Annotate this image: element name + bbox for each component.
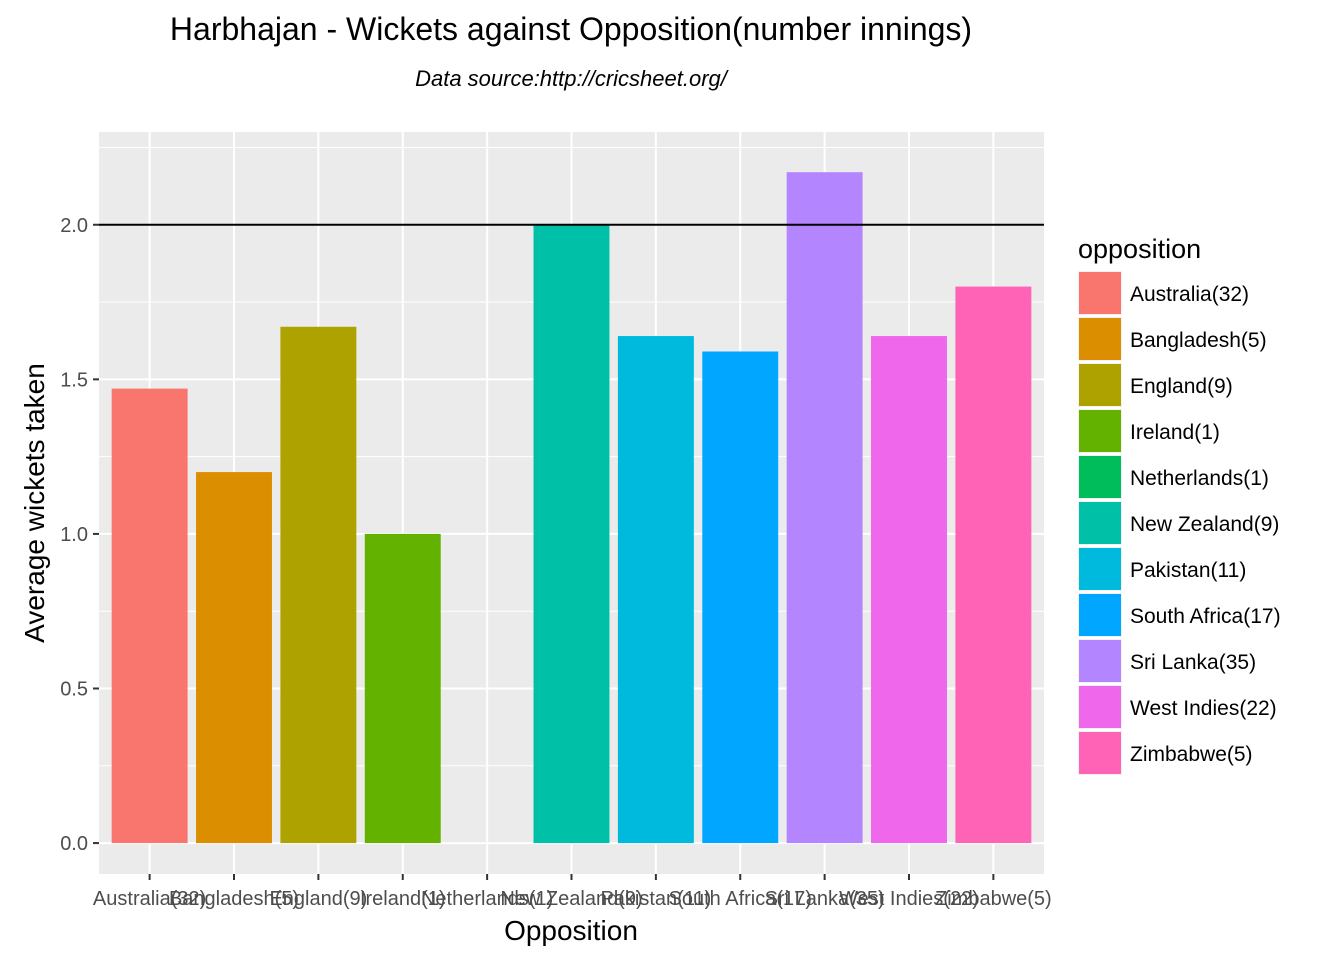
x-tick-label: Netherlands(1) (421, 888, 553, 910)
x-tick-label: West Indies(22) (839, 888, 979, 910)
y-tick-label: 1.5 (60, 369, 88, 391)
legend-swatch (1079, 640, 1121, 682)
bar-zimbabwe (955, 286, 1032, 844)
bar-south-africa (702, 351, 779, 844)
legend-label: Sri Lanka(35) (1130, 651, 1256, 674)
bar-pakistan (617, 336, 694, 844)
legend-label: New Zealand(9) (1130, 513, 1279, 536)
legend-swatch (1079, 732, 1121, 774)
y-tick-label: 0.0 (60, 833, 88, 855)
bar-west-indies (871, 336, 947, 844)
legend-swatch (1079, 456, 1121, 498)
legend-label: Pakistan(11) (1130, 559, 1246, 582)
x-tick-label: South Africa(17) (669, 888, 812, 910)
y-tick-label: 1.0 (60, 524, 88, 546)
legend-label: Netherlands(1) (1130, 467, 1269, 490)
legend-swatch (1079, 272, 1121, 314)
x-tick-label: Zimbabwe(5) (935, 888, 1052, 910)
bar-england (280, 326, 357, 844)
legend-swatch (1079, 318, 1121, 360)
legend-swatch (1079, 594, 1121, 636)
x-axis: Australia(32)Bangladesh(5)England(9)Irel… (93, 874, 1052, 910)
legend-items: Australia(32) Bangladesh(5) England(9) Irel… (1078, 271, 1281, 775)
y-tick-label: 0.5 (60, 679, 88, 701)
bar-ireland (364, 533, 441, 844)
x-tick-label: Sri Lanka(35) (765, 888, 885, 910)
x-tick-label: New Zealand(9) (500, 888, 642, 910)
legend-swatch (1079, 502, 1121, 544)
legend-label: Zimbabwe(5) (1130, 743, 1253, 766)
x-tick-label: Pakistan(11) (600, 888, 711, 910)
legend-label: Australia(32) (1130, 283, 1249, 306)
legend-label: Ireland(1) (1130, 421, 1220, 444)
legend-swatch (1079, 548, 1121, 590)
x-tick-label: Bangladesh(5) (169, 888, 299, 910)
x-tick-label: Australia(32) (93, 888, 206, 910)
legend-label: South Africa(17) (1130, 605, 1281, 628)
bar-bangladesh (196, 472, 272, 844)
y-axis-title: Average wickets taken (19, 363, 50, 643)
chart-title: Harbhajan - Wickets against Opposition(n… (170, 11, 972, 47)
legend-label: England(9) (1130, 375, 1233, 398)
chart-subtitle: Data source:http://cricsheet.org/ (415, 66, 729, 91)
bar-sri-lanka (786, 172, 863, 844)
bars-layer (111, 172, 1032, 844)
legend: opposition Australia(32) Bangladesh(5) Eng… (1078, 234, 1281, 775)
legend-swatch (1079, 686, 1121, 728)
legend-label: West Indies(22) (1130, 697, 1277, 720)
legend-label: Bangladesh(5) (1130, 329, 1267, 352)
bar-australia (111, 388, 188, 844)
y-tick-label: 2.0 (60, 215, 88, 237)
x-tick-label: Ireland(1) (360, 888, 446, 910)
x-tick-label: England(9) (269, 888, 367, 910)
bar-new-zealand (533, 224, 610, 844)
legend-swatch (1079, 364, 1121, 406)
x-axis-title: Opposition (504, 915, 638, 946)
legend-title: opposition (1078, 234, 1201, 264)
y-axis: 0.0 0.5 1.0 1.5 2.0 (60, 215, 99, 855)
legend-swatch (1079, 410, 1121, 452)
